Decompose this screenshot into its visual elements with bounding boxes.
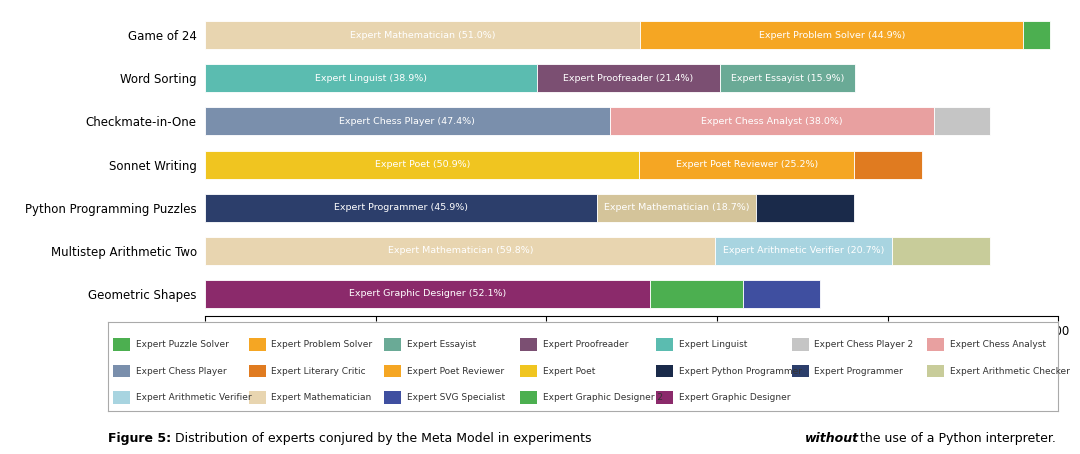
Text: Expert Poet (50.9%): Expert Poet (50.9%) — [375, 160, 470, 169]
Text: Expert Graphic Designer: Expert Graphic Designer — [678, 393, 791, 402]
FancyBboxPatch shape — [112, 391, 130, 404]
FancyBboxPatch shape — [521, 365, 537, 377]
FancyBboxPatch shape — [112, 365, 130, 377]
FancyBboxPatch shape — [384, 338, 402, 350]
FancyBboxPatch shape — [928, 338, 945, 350]
Bar — [640, 21, 1024, 49]
Bar — [205, 21, 640, 49]
FancyBboxPatch shape — [521, 391, 537, 404]
FancyBboxPatch shape — [792, 338, 809, 350]
Text: Expert Poet: Expert Poet — [543, 366, 595, 375]
Text: Expert Proofreader: Expert Proofreader — [543, 340, 629, 349]
Bar — [1024, 21, 1050, 49]
FancyBboxPatch shape — [928, 365, 945, 377]
Bar — [597, 194, 756, 222]
Text: Expert Mathematician: Expert Mathematician — [271, 393, 372, 402]
Bar — [205, 108, 609, 135]
Bar — [715, 237, 892, 265]
Text: Expert Chess Player 2: Expert Chess Player 2 — [814, 340, 914, 349]
Text: Expert Graphic Designer 2: Expert Graphic Designer 2 — [543, 393, 663, 402]
Text: Expert Linguist (38.9%): Expert Linguist (38.9%) — [315, 74, 428, 83]
Bar — [205, 151, 639, 178]
Bar — [650, 280, 743, 308]
Text: Distribution of experts conjured by the Meta Model in experiments: Distribution of experts conjured by the … — [175, 432, 595, 445]
FancyBboxPatch shape — [384, 391, 402, 404]
FancyBboxPatch shape — [248, 365, 266, 377]
Text: Expert SVG Specialist: Expert SVG Specialist — [407, 393, 505, 402]
Bar — [639, 151, 854, 178]
Text: Expert Python Programmer: Expert Python Programmer — [678, 366, 801, 375]
Bar — [756, 194, 853, 222]
Text: Expert Arithmetic Verifier (20.7%): Expert Arithmetic Verifier (20.7%) — [723, 247, 885, 255]
Bar — [743, 280, 820, 308]
Bar — [537, 64, 719, 92]
Bar — [205, 237, 715, 265]
Text: Expert Mathematician (59.8%): Expert Mathematician (59.8%) — [388, 247, 534, 255]
Text: Expert Arithmetic Verifier: Expert Arithmetic Verifier — [136, 393, 252, 402]
Bar — [719, 64, 855, 92]
Text: Expert Graphic Designer (52.1%): Expert Graphic Designer (52.1%) — [349, 290, 507, 298]
FancyBboxPatch shape — [792, 365, 809, 377]
FancyBboxPatch shape — [384, 365, 402, 377]
Text: Expert Essayist: Expert Essayist — [407, 340, 476, 349]
Text: Expert Literary Critic: Expert Literary Critic — [271, 366, 366, 375]
Text: Expert Essayist (15.9%): Expert Essayist (15.9%) — [731, 74, 845, 83]
Text: Expert Chess Analyst: Expert Chess Analyst — [950, 340, 1047, 349]
Bar — [205, 64, 537, 92]
Text: Expert Chess Player: Expert Chess Player — [136, 366, 226, 375]
FancyBboxPatch shape — [248, 338, 266, 350]
Text: without: without — [805, 432, 859, 445]
Bar — [854, 151, 922, 178]
Text: Expert Chess Analyst (38.0%): Expert Chess Analyst (38.0%) — [701, 117, 842, 126]
Bar — [892, 237, 990, 265]
Text: Expert Arithmetic Checker: Expert Arithmetic Checker — [950, 366, 1070, 375]
X-axis label: Percentage (%): Percentage (%) — [583, 344, 680, 357]
Bar — [205, 194, 597, 222]
Text: Expert Mathematician (51.0%): Expert Mathematician (51.0%) — [350, 31, 496, 39]
FancyBboxPatch shape — [656, 338, 673, 350]
FancyBboxPatch shape — [112, 338, 130, 350]
Bar — [609, 108, 934, 135]
Text: Expert Programmer: Expert Programmer — [814, 366, 903, 375]
FancyBboxPatch shape — [248, 391, 266, 404]
Text: Expert Puzzle Solver: Expert Puzzle Solver — [136, 340, 229, 349]
Text: Expert Chess Player (47.4%): Expert Chess Player (47.4%) — [339, 117, 475, 126]
Text: Expert Linguist: Expert Linguist — [678, 340, 747, 349]
Text: Expert Mathematician (18.7%): Expert Mathematician (18.7%) — [604, 203, 750, 212]
Text: Expert Problem Solver (44.9%): Expert Problem Solver (44.9%) — [758, 31, 905, 39]
Text: the use of a Python interpreter.: the use of a Python interpreter. — [856, 432, 1056, 445]
FancyBboxPatch shape — [521, 338, 537, 350]
Text: Expert Problem Solver: Expert Problem Solver — [271, 340, 373, 349]
FancyBboxPatch shape — [656, 391, 673, 404]
Bar — [205, 280, 650, 308]
Text: Expert Proofreader (21.4%): Expert Proofreader (21.4%) — [564, 74, 693, 83]
Text: Figure 5:: Figure 5: — [108, 432, 171, 445]
FancyBboxPatch shape — [656, 365, 673, 377]
Bar — [934, 108, 990, 135]
Text: Expert Programmer (45.9%): Expert Programmer (45.9%) — [334, 203, 468, 212]
Text: Expert Poet Reviewer: Expert Poet Reviewer — [407, 366, 504, 375]
Text: Expert Poet Reviewer (25.2%): Expert Poet Reviewer (25.2%) — [676, 160, 819, 169]
